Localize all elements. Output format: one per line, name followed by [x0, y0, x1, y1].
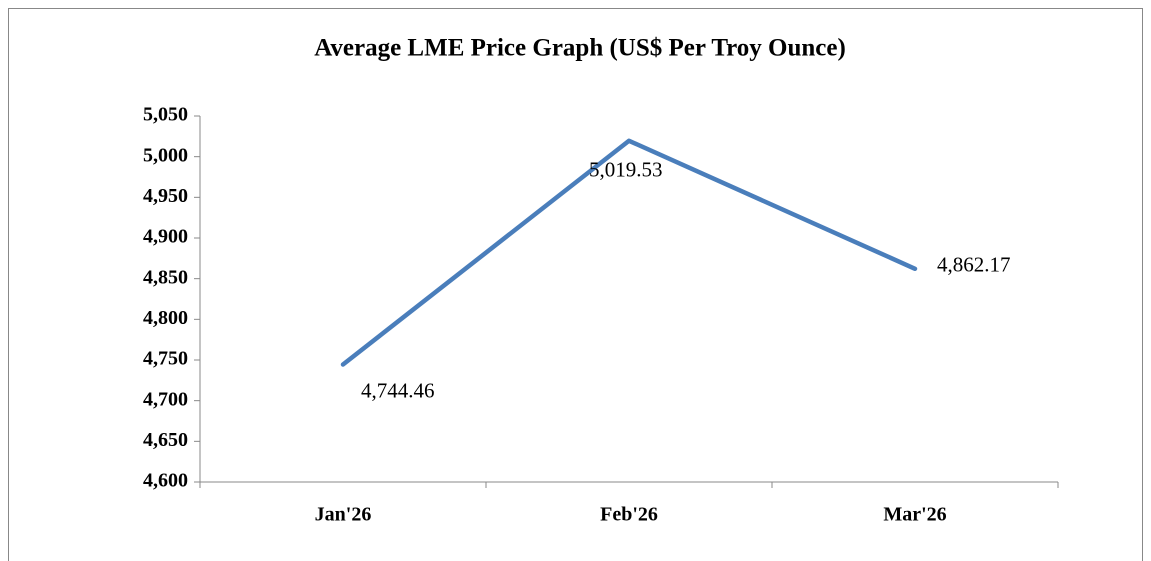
y-tick-label: 4,750: [143, 348, 188, 370]
y-tick-label: 4,700: [143, 388, 188, 410]
line-series: [340, 138, 918, 367]
data-label: 4,744.46: [361, 378, 435, 402]
x-tick-label: Feb'26: [600, 504, 658, 526]
x-tick-label: Mar'26: [883, 504, 946, 526]
x-tick-label: Jan'26: [315, 504, 372, 526]
data-label: 5,019.53: [589, 158, 663, 182]
y-tick-label: 4,950: [143, 185, 188, 207]
y-tick-label: 4,650: [143, 429, 188, 451]
chart-title: Average LME Price Graph (US$ Per Troy Ou…: [314, 35, 846, 62]
chart-border: [8, 8, 1143, 561]
y-tick-label: 5,000: [143, 144, 188, 166]
y-tick-label: 4,900: [143, 226, 188, 248]
y-tick-label: 4,850: [143, 266, 188, 288]
y-tick-label: 4,800: [143, 307, 188, 329]
y-tick-label: 5,050: [143, 104, 188, 126]
data-label: 4,862.17: [937, 253, 1011, 277]
y-tick-label: 4,600: [143, 470, 188, 492]
